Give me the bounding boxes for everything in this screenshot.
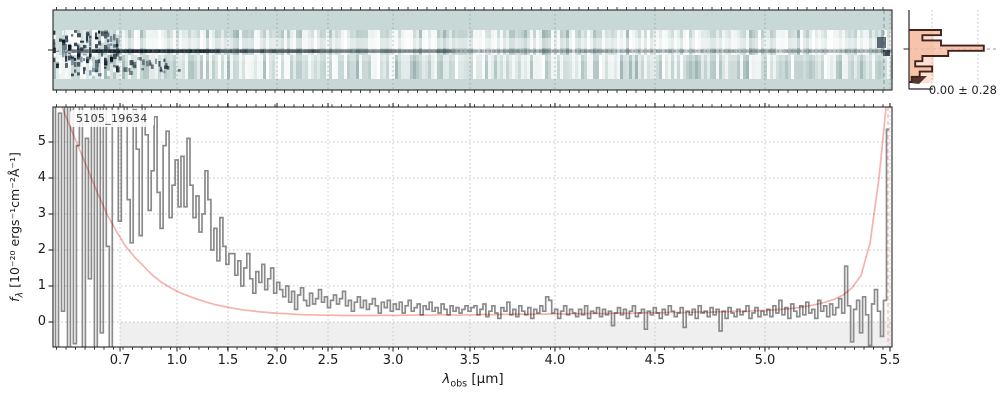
- hist-bar: [909, 40, 941, 46]
- hist-bar: [909, 45, 984, 51]
- histogram-stat-label: 0.00 ± 0.28: [928, 83, 997, 97]
- y-tick-label: 1: [37, 278, 46, 293]
- source-id-annotation: 5105_19634: [70, 110, 154, 127]
- hist-bar: [909, 30, 941, 36]
- y-tick-label: 3: [37, 206, 46, 221]
- x-tick-label: 4.5: [644, 353, 666, 368]
- hist-outline: [909, 29, 985, 83]
- below-zero-shade: [120, 322, 892, 347]
- y-tick-label: 2: [37, 242, 46, 257]
- noise-histogram-panel: [903, 10, 998, 90]
- x-tick-label: 5.5: [879, 353, 901, 368]
- x-tick-label: 1.0: [166, 353, 188, 368]
- y-tick-label: 0: [37, 314, 46, 329]
- uncertainty-line: [60, 107, 887, 317]
- x-tick-label: 0.7: [109, 353, 131, 368]
- x-tick-label: 2.0: [266, 353, 288, 368]
- x-axis-label: λobs [μm]: [442, 371, 504, 390]
- y-tick-label: 5: [37, 134, 46, 149]
- x-tick-label: 1.5: [217, 353, 239, 368]
- hist-bar: [909, 61, 916, 67]
- spec1d-panel: [48, 103, 893, 352]
- x-tick-label: 4.0: [544, 353, 566, 368]
- hist-bar: [909, 71, 920, 77]
- hist-bar: [909, 66, 933, 72]
- y-tick-label: 4: [37, 170, 46, 185]
- hist-bar: [909, 56, 923, 62]
- spec1d-frame: [52, 106, 893, 348]
- hist-bar: [909, 35, 923, 41]
- hist-bar: [909, 50, 949, 56]
- lambda-symbol: λ: [442, 371, 451, 387]
- flux-symbol: f: [6, 297, 22, 302]
- hist-tail: [911, 76, 927, 84]
- x-tick-label: 3.0: [382, 353, 404, 368]
- x-tick-label: 3.5: [459, 353, 481, 368]
- flux-step-line: [54, 107, 890, 347]
- hist-bar: [909, 76, 912, 82]
- y-axis-label: fλ [10⁻²⁰ ergs⁻¹cm⁻²Å⁻¹]: [6, 152, 26, 302]
- x-tick-label: 5.0: [754, 353, 776, 368]
- x-tick-label: 2.5: [317, 353, 339, 368]
- spec2d-panel: [48, 7, 893, 93]
